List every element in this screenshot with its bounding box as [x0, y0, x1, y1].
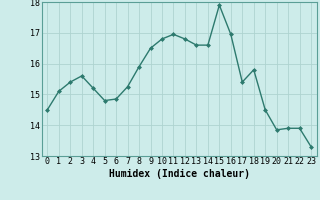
X-axis label: Humidex (Indice chaleur): Humidex (Indice chaleur): [109, 169, 250, 179]
